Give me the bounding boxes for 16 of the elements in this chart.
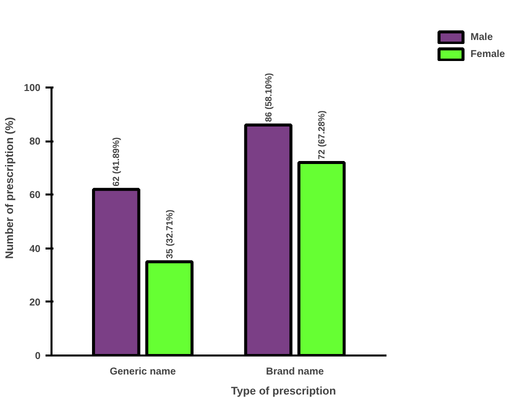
y-tick-label: 20 [29, 297, 41, 308]
y-tick-label: 100 [24, 83, 41, 94]
legend-label: Female [470, 48, 505, 60]
x-tick-label: Brand name [266, 366, 324, 378]
x-tick-label: Generic name [110, 366, 176, 378]
y-tick-label: 80 [29, 136, 41, 148]
data-label: 72 (67.28%) [316, 110, 327, 160]
y-tick-label: 60 [29, 190, 41, 202]
data-label: 86 (58.10%) [263, 72, 274, 122]
data-label: 35 (32.71%) [164, 210, 174, 259]
data-label: 62 (41.89%) [111, 137, 122, 186]
legend-label: Male [470, 32, 493, 42]
y-tick-label: 0 [34, 351, 41, 362]
y-tick-label: 40 [29, 244, 41, 255]
x-axis-title: Type of prescription [231, 386, 336, 398]
y-axis-title: Number of prescription (%) [4, 116, 16, 259]
